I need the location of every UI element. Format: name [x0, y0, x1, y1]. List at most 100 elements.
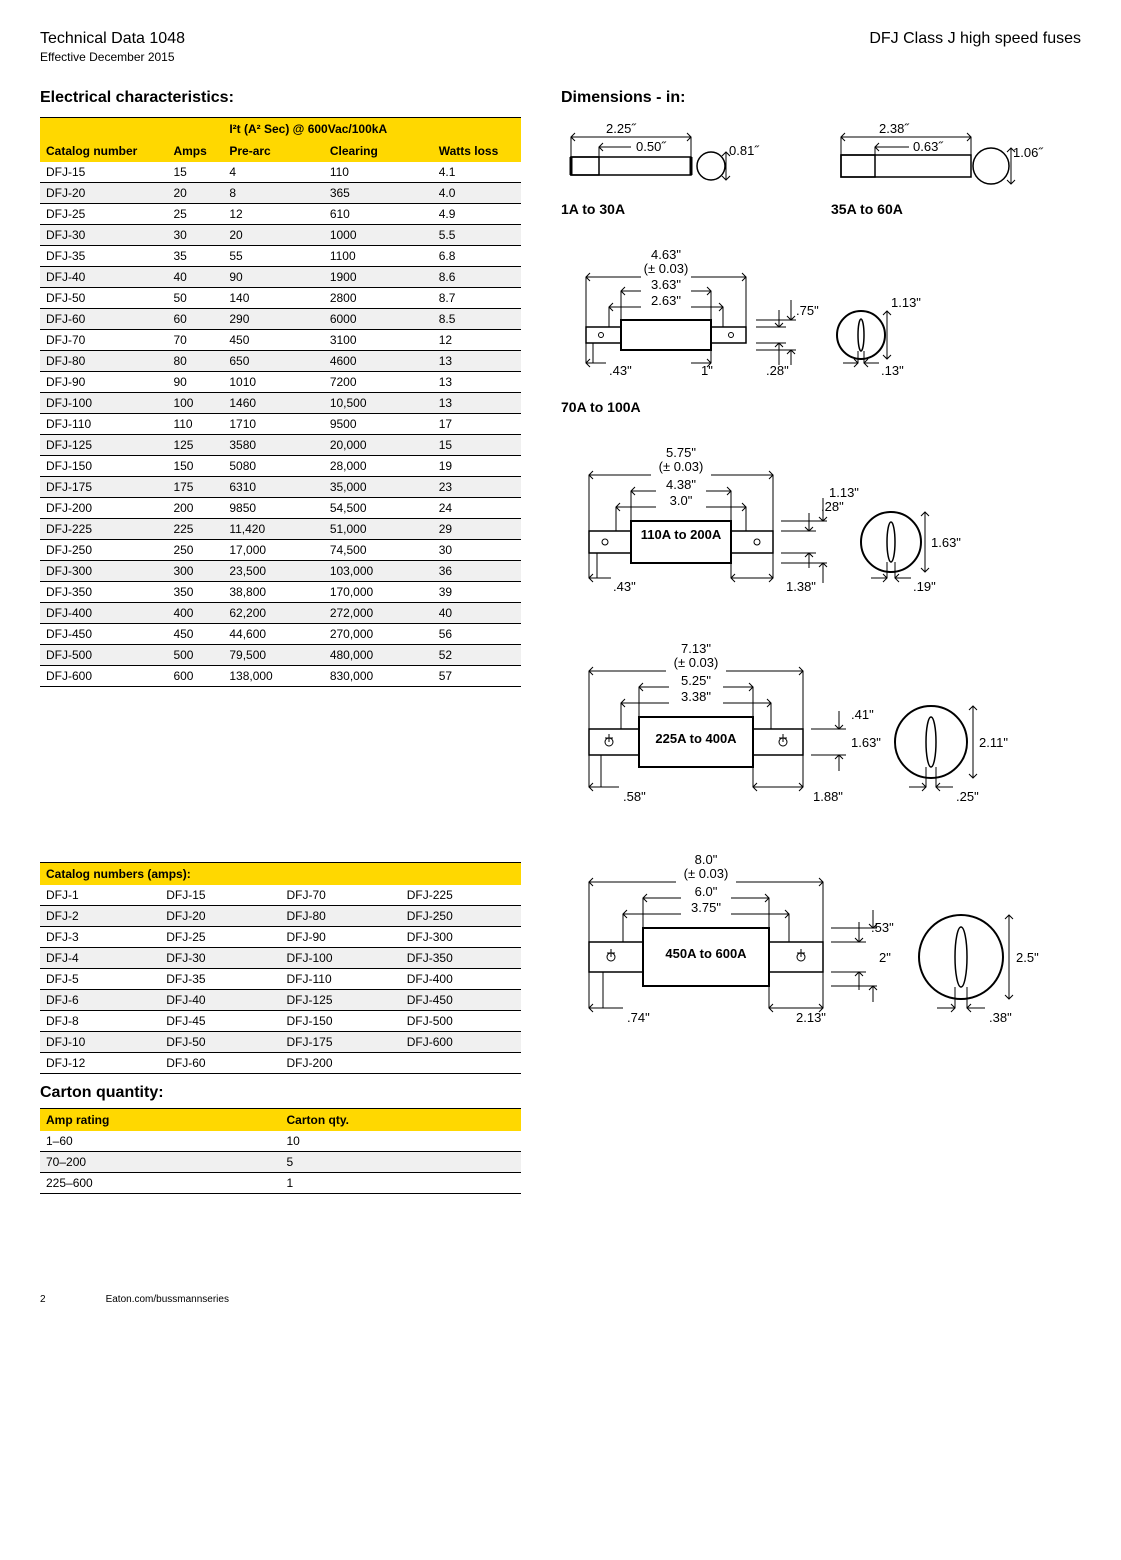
svg-text:.43": .43"	[613, 579, 636, 594]
svg-text:0.50˝: 0.50˝	[636, 139, 667, 154]
svg-text:225A to 400A: 225A to 400A	[655, 731, 737, 746]
svg-text:(± 0.03): (± 0.03)	[674, 655, 719, 670]
svg-text:2.25˝: 2.25˝	[606, 121, 637, 136]
svg-text:2.5": 2.5"	[1016, 950, 1039, 965]
table-row: DFJ-1DFJ-15DFJ-70DFJ-225	[40, 885, 521, 906]
svg-text:3.0": 3.0"	[670, 493, 693, 508]
table-row: DFJ-2525126104.9	[40, 204, 521, 225]
table-row: DFJ-200200985054,50024	[40, 498, 521, 519]
table-row: DFJ-1101101710950017	[40, 414, 521, 435]
th-catalog: Catalog number	[40, 118, 167, 163]
svg-text:2.63": 2.63"	[651, 293, 681, 308]
svg-text:6.0": 6.0"	[695, 884, 718, 899]
svg-text:.28": .28"	[766, 363, 789, 378]
svg-text:(± 0.03): (± 0.03)	[644, 261, 689, 276]
th-carton-qty: Carton qty.	[281, 1109, 522, 1132]
svg-text:.28": .28"	[821, 499, 844, 514]
catalog-title: Catalog numbers (amps):	[40, 863, 521, 886]
svg-text:3.63": 3.63"	[651, 277, 681, 292]
svg-text:0.63˝: 0.63˝	[913, 139, 944, 154]
svg-text:450A to 600A: 450A to 600A	[665, 946, 747, 961]
svg-text:1.06˝: 1.06˝	[1013, 145, 1044, 160]
dim-450a-600a: 8.0" (± 0.03) 6.0" 3.75" 450A to 600A .7…	[561, 850, 1081, 1043]
svg-text:.13": .13"	[881, 363, 904, 378]
svg-text:5.25": 5.25"	[681, 673, 711, 688]
table-row: 225–6001	[40, 1173, 521, 1194]
table-row: DFJ-100100146010,50013	[40, 393, 521, 414]
table-row: DFJ-2DFJ-20DFJ-80DFJ-250	[40, 906, 521, 927]
table-row: DFJ-600600138,000830,00057	[40, 666, 521, 687]
svg-text:8.0": 8.0"	[695, 852, 718, 867]
table-row: DFJ-505014028008.7	[40, 288, 521, 309]
table-row: DFJ-30302010005.5	[40, 225, 521, 246]
th-prearc: Pre-arc	[223, 140, 323, 162]
table-row: DFJ-22522511,42051,00029	[40, 519, 521, 540]
table-row: DFJ-30030023,500103,00036	[40, 561, 521, 582]
th-clearing: Clearing	[324, 140, 433, 162]
dim-35a-60a: 2.38˝ 0.63˝ 1.06˝ 35A to 60A	[831, 117, 1051, 217]
electrical-title: Electrical characteristics:	[40, 89, 521, 107]
th-i2t: I²t (A² Sec) @ 600Vac/100kA	[223, 118, 432, 141]
svg-text:.43": .43"	[609, 363, 632, 378]
dim-1a-30a: 2.25˝ 0.50˝ 0.81˝ 1A to 30A	[561, 117, 771, 217]
page-footer: 2 Eaton.com/bussmannseries	[40, 1294, 1081, 1305]
svg-text:1.13": 1.13"	[891, 295, 921, 310]
svg-text:.19": .19"	[913, 579, 936, 594]
table-row: DFJ-35035038,800170,00039	[40, 582, 521, 603]
table-row: DFJ-202083654.0	[40, 183, 521, 204]
svg-text:1.13": 1.13"	[829, 485, 859, 500]
svg-text:2": 2"	[879, 950, 891, 965]
table-row: DFJ-40409019008.6	[40, 267, 521, 288]
table-row: DFJ-8080650460013	[40, 351, 521, 372]
table-row: DFJ-7070450310012	[40, 330, 521, 351]
table-row: DFJ-175175631035,00023	[40, 477, 521, 498]
th-watts: Watts loss	[433, 118, 521, 163]
page-number: 2	[40, 1294, 46, 1305]
table-row: DFJ-6DFJ-40DFJ-125DFJ-450	[40, 990, 521, 1011]
svg-text:.74": .74"	[627, 1010, 650, 1025]
svg-text:3.38": 3.38"	[681, 689, 711, 704]
svg-text:4.38": 4.38"	[666, 477, 696, 492]
table-row: 70–2005	[40, 1152, 521, 1173]
table-row: DFJ-50050079,500480,00052	[40, 645, 521, 666]
svg-text:.38": .38"	[989, 1010, 1012, 1025]
table-row: DFJ-150150508028,00019	[40, 456, 521, 477]
dimensions-title: Dimensions - in:	[561, 89, 1081, 107]
product-title: DFJ Class J high speed fuses	[869, 30, 1081, 64]
catalog-table: Catalog numbers (amps): DFJ-1DFJ-15DFJ-7…	[40, 862, 521, 1074]
table-row: DFJ-125125358020,00015	[40, 435, 521, 456]
table-row: DFJ-3DFJ-25DFJ-90DFJ-300	[40, 927, 521, 948]
table-row: DFJ-35355511006.8	[40, 246, 521, 267]
table-row: DFJ-90901010720013	[40, 372, 521, 393]
page-header: Technical Data 1048 Effective December 2…	[40, 30, 1081, 64]
table-row: DFJ-45045044,600270,00056	[40, 624, 521, 645]
svg-text:1.38": 1.38"	[786, 579, 816, 594]
th-amps: Amps	[167, 118, 223, 163]
svg-text:110A to 200A: 110A to 200A	[641, 527, 722, 542]
footer-url: Eaton.com/bussmannseries	[106, 1294, 229, 1305]
svg-text:(± 0.03): (± 0.03)	[659, 459, 704, 474]
svg-text:3.75": 3.75"	[691, 900, 721, 915]
table-row: DFJ-12DFJ-60DFJ-200	[40, 1053, 521, 1074]
table-row: DFJ-8DFJ-45DFJ-150DFJ-500	[40, 1011, 521, 1032]
table-row: DFJ-151541104.1	[40, 162, 521, 183]
carton-table: Amp rating Carton qty. 1–601070–2005225–…	[40, 1108, 521, 1194]
doc-number: Technical Data 1048	[40, 30, 185, 48]
carton-title: Carton quantity:	[40, 1084, 521, 1102]
svg-text:2.11": 2.11"	[979, 735, 1008, 750]
doc-effective: Effective December 2015	[40, 50, 185, 64]
svg-text:0.81˝: 0.81˝	[729, 143, 760, 158]
table-row: DFJ-10DFJ-50DFJ-175DFJ-600	[40, 1032, 521, 1053]
dim-225a-400a: 7.13" (± 0.03) 5.25" 3.38" 225A to 400A …	[561, 639, 1081, 822]
svg-text:.25": .25"	[956, 789, 979, 804]
svg-text:.75": .75"	[796, 303, 819, 318]
svg-text:1.63": 1.63"	[931, 535, 961, 550]
dim-70a-100a: 4.63" (± 0.03) 3.63" 2.63" .43"	[561, 245, 1081, 415]
svg-text:1": 1"	[701, 363, 713, 378]
svg-text:.58": .58"	[623, 789, 646, 804]
table-row: 1–6010	[40, 1131, 521, 1152]
svg-text:7.13": 7.13"	[681, 641, 711, 656]
table-row: DFJ-606029060008.5	[40, 309, 521, 330]
header-left: Technical Data 1048 Effective December 2…	[40, 30, 185, 64]
svg-text:1.63": 1.63"	[851, 735, 881, 750]
